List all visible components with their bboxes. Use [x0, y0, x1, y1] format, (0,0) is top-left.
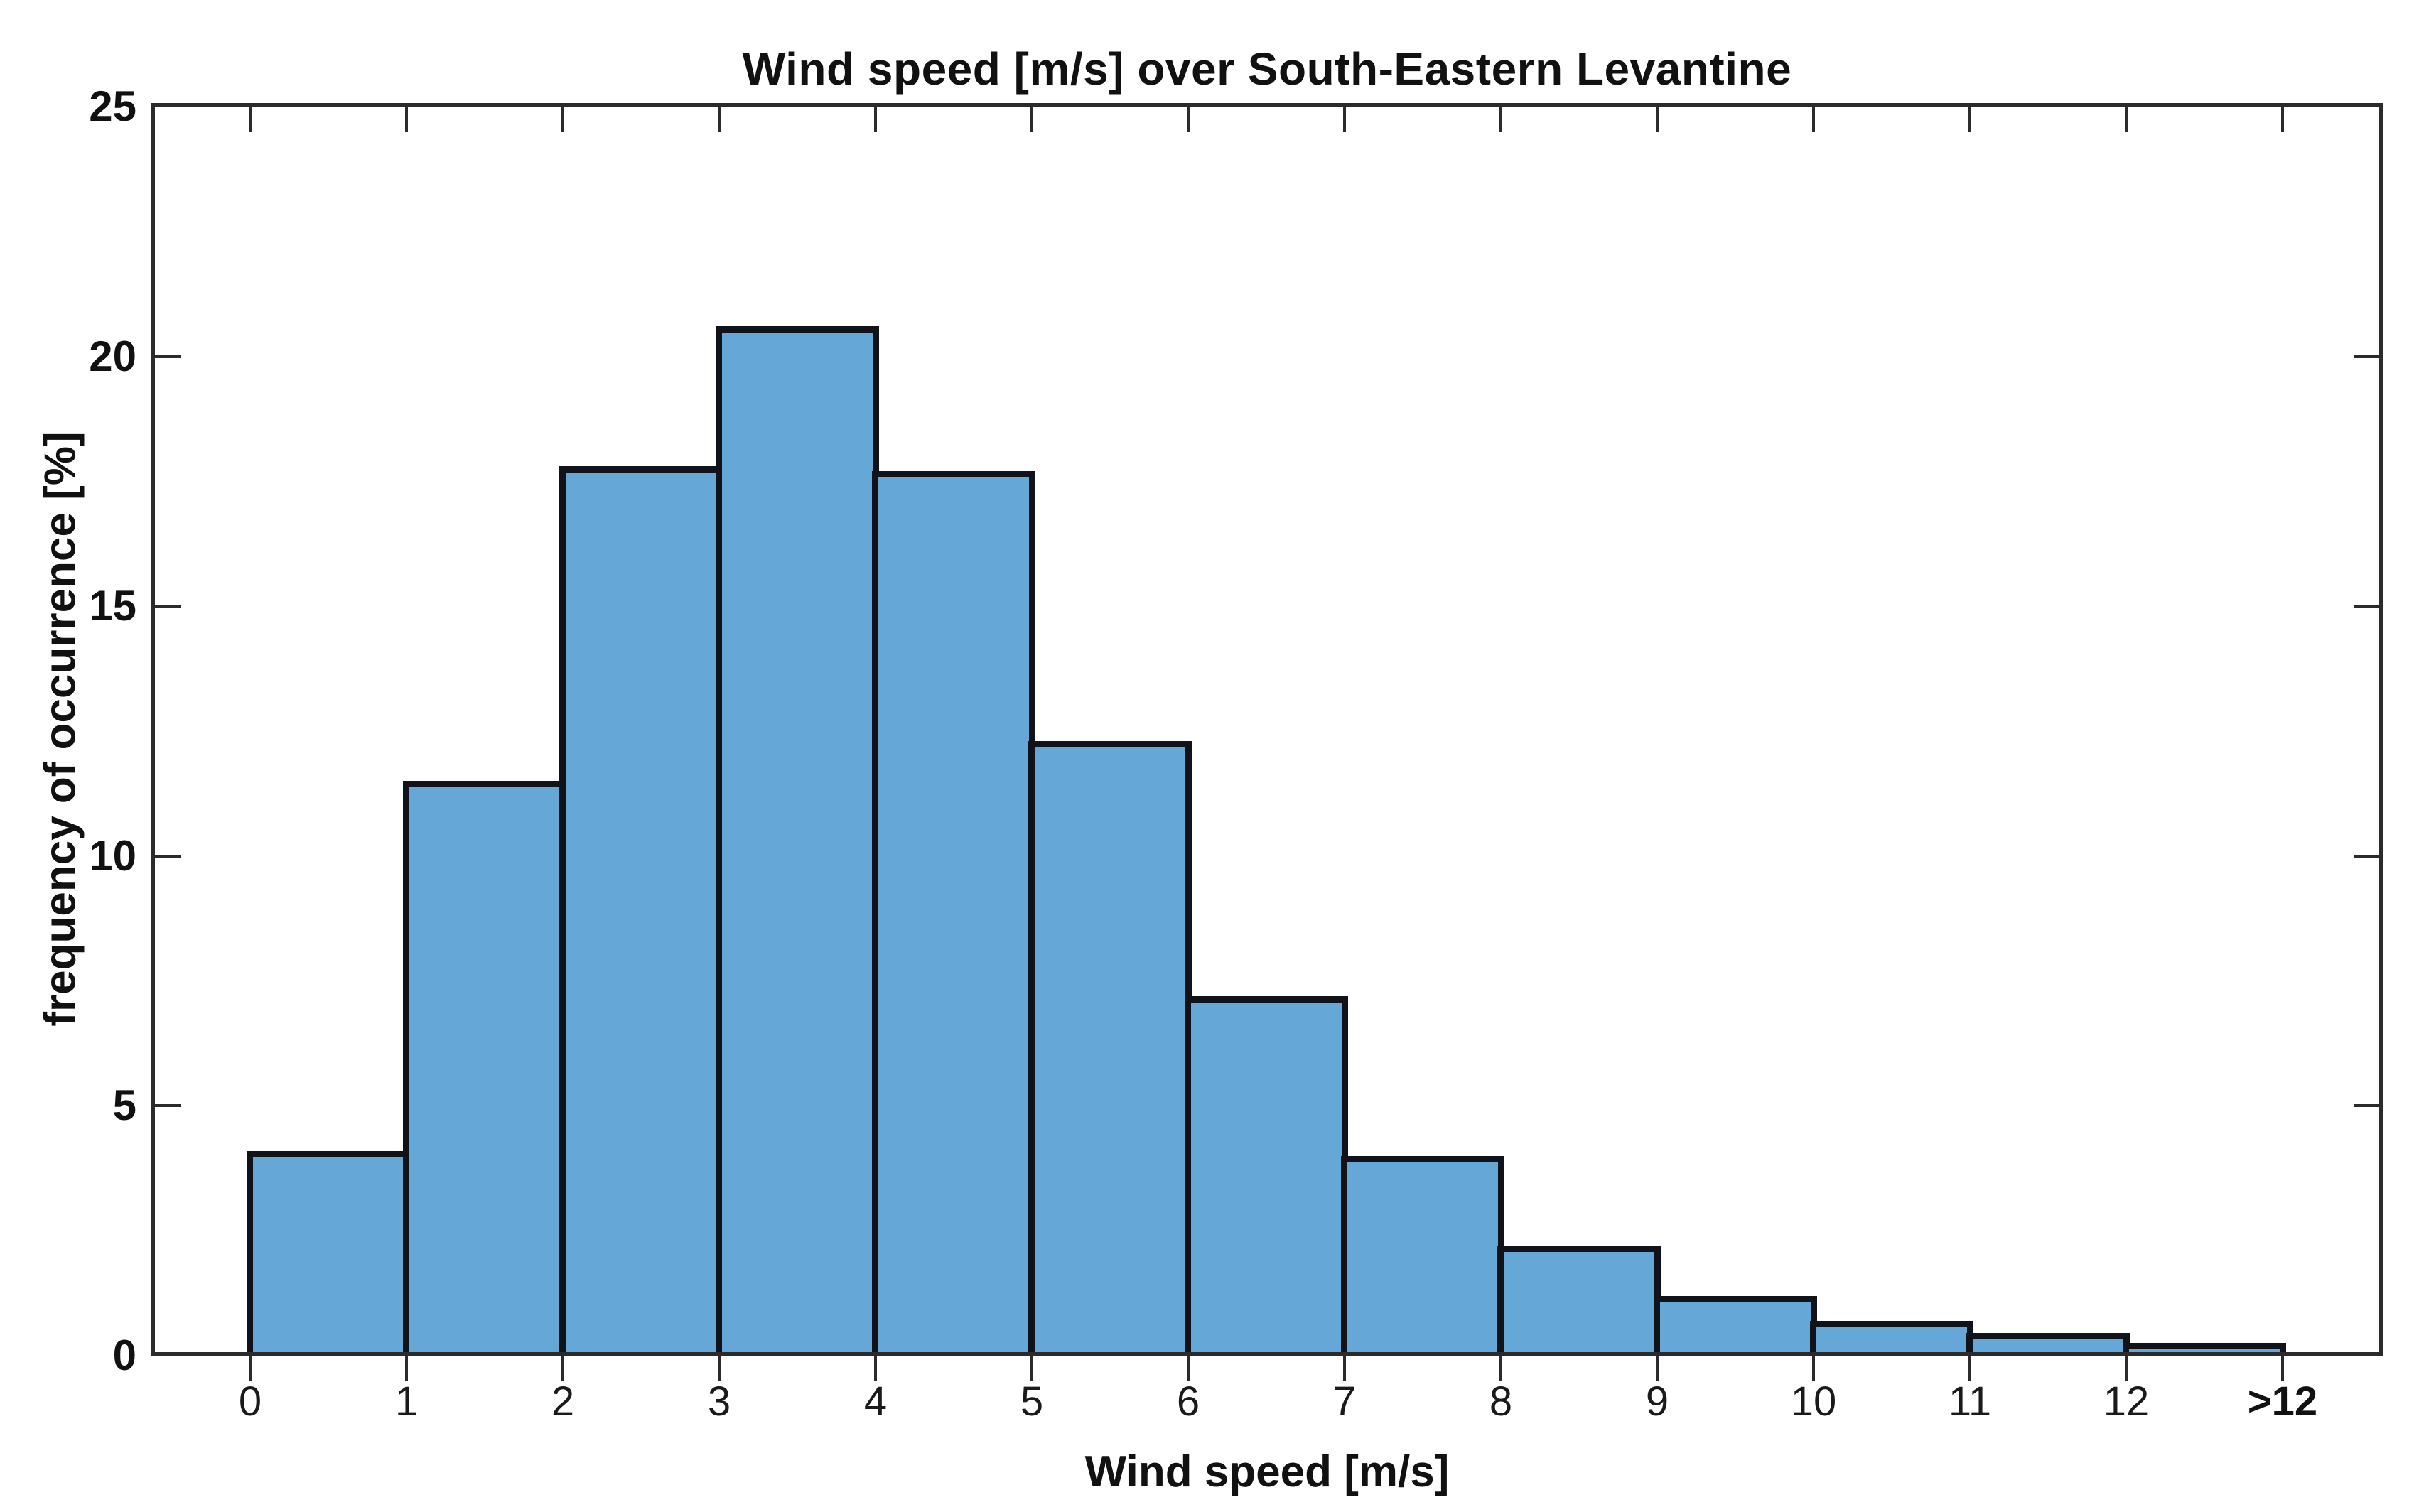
chart-title: Wind speed [m/s] over South-Eastern Leva…: [742, 43, 1792, 94]
axis-tick: [1030, 1356, 1033, 1381]
axis-tick: [155, 854, 181, 858]
axis-tick: [1499, 1356, 1502, 1381]
axis-tick: [874, 107, 877, 132]
axis-tick: [561, 107, 564, 132]
axis-tick: [2354, 605, 2379, 608]
histogram-bar: [247, 1150, 410, 1356]
histogram-bar: [1028, 741, 1192, 1356]
histogram-bar: [1966, 1333, 2130, 1356]
histogram-bar: [716, 326, 879, 1356]
x-tick-label: 7: [1332, 1378, 1357, 1425]
axis-tick: [1343, 1356, 1346, 1381]
axis-tick: [1968, 107, 1971, 132]
axis-tick: [249, 107, 252, 132]
x-tick-label: 9: [1645, 1378, 1669, 1425]
y-tick-label: 5: [112, 1081, 136, 1130]
axis-tick: [1812, 107, 1815, 132]
axis-tick: [2281, 107, 2284, 132]
axis-tick: [155, 355, 181, 358]
y-tick-label: 20: [89, 332, 136, 380]
x-tick-label: 4: [863, 1378, 888, 1425]
histogram-bar: [559, 466, 723, 1356]
axis-tick: [2125, 107, 2128, 132]
axis-tick: [2354, 1104, 2379, 1108]
histogram-bar: [1810, 1320, 1973, 1356]
x-tick-label: 12: [2103, 1378, 2150, 1425]
axis-tick: [1656, 1356, 1659, 1381]
axis-tick: [718, 1356, 721, 1381]
axis-tick: [1187, 107, 1190, 132]
axis-tick: [155, 1104, 181, 1108]
y-tick-label: 10: [89, 831, 136, 880]
axis-tick: [2125, 1356, 2128, 1381]
axis-tick: [1030, 107, 1033, 132]
axis-tick: [2354, 854, 2379, 858]
histogram-bar: [1341, 1155, 1504, 1356]
x-tick-label: 10: [1790, 1378, 1837, 1425]
histogram-bar: [872, 471, 1035, 1356]
x-tick-label: 5: [1020, 1378, 1044, 1425]
axis-tick: [1968, 1356, 1971, 1381]
y-tick-label: 15: [89, 582, 136, 630]
x-tick-label: 8: [1489, 1378, 1513, 1425]
axis-tick: [718, 107, 721, 132]
y-tick-label: 25: [89, 82, 136, 130]
axis-tick: [1343, 107, 1346, 132]
histogram-bar: [2123, 1343, 2286, 1356]
axis-tick: [2281, 1356, 2284, 1381]
axis-tick: [405, 1356, 408, 1381]
axis-tick: [1499, 107, 1502, 132]
axis-tick: [1656, 107, 1659, 132]
histogram-bar: [1185, 995, 1348, 1356]
axis-tick: [874, 1356, 877, 1381]
x-tick-label: 11: [1948, 1378, 1992, 1425]
x-tick-label: 1: [394, 1378, 419, 1425]
x-tick-label: 0: [238, 1378, 262, 1425]
axis-tick: [1187, 1356, 1190, 1381]
histogram-bar: [1654, 1295, 1817, 1356]
y-tick-label: 0: [112, 1332, 136, 1379]
axis-tick: [561, 1356, 564, 1381]
x-tick-label: 6: [1176, 1378, 1200, 1425]
axis-tick: [2354, 355, 2379, 358]
histogram-bar: [1497, 1246, 1661, 1356]
axis-tick: [1812, 1356, 1815, 1381]
x-axis-label: Wind speed [m/s]: [1084, 1447, 1450, 1496]
histogram-bar: [403, 781, 566, 1356]
axis-tick: [249, 1356, 252, 1381]
axis-tick: [405, 107, 408, 132]
x-tick-label: 3: [707, 1378, 731, 1425]
axis-tick: [155, 605, 181, 608]
x-tick-label: 2: [551, 1378, 575, 1425]
x-tick-label: >12: [2247, 1378, 2318, 1425]
